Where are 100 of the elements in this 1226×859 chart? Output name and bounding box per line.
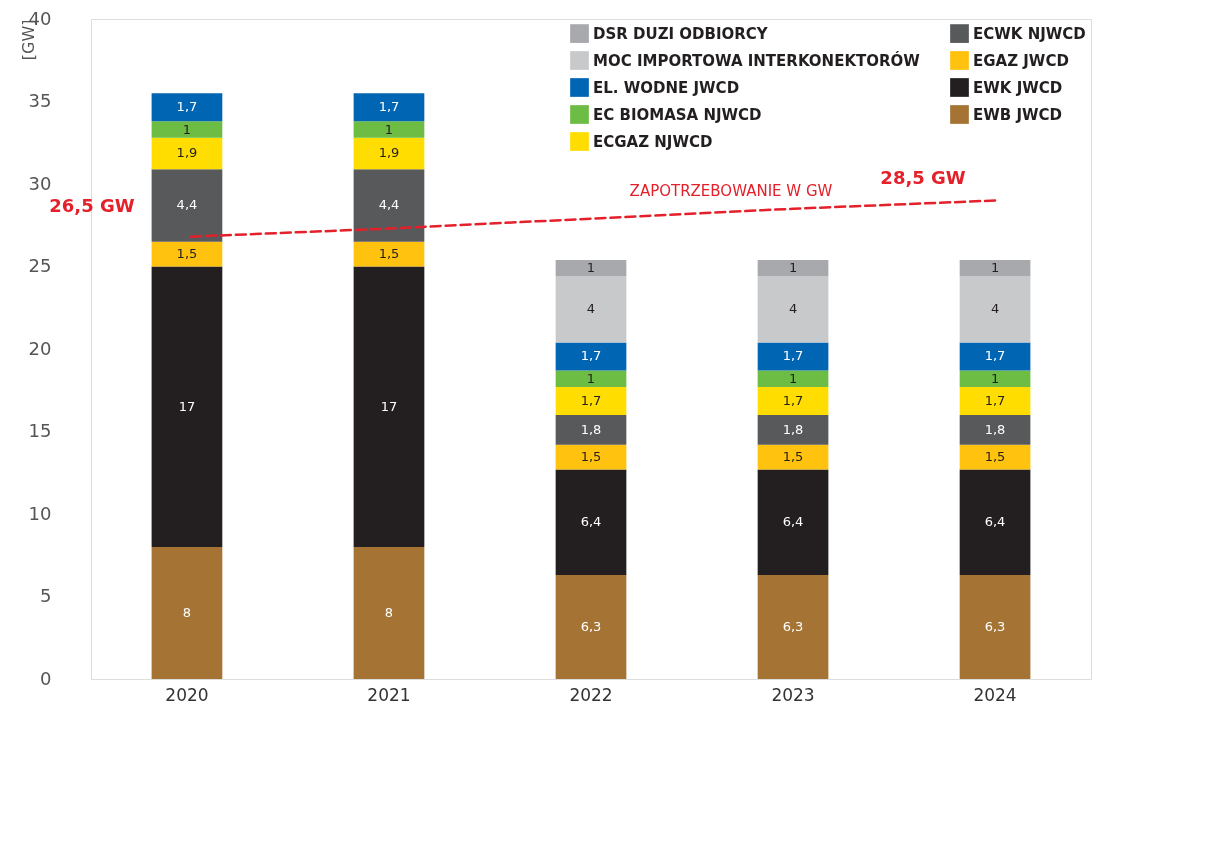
data-label: 17: [380, 398, 398, 414]
data-label: 1,8: [984, 421, 1006, 437]
bar: [959, 444, 1031, 470]
data-label: 1,5: [176, 246, 198, 262]
data-label: 1,8: [782, 421, 804, 437]
y-tick-label: 0: [40, 667, 52, 689]
legend-label: ECGAZ NJWCD: [593, 132, 713, 151]
bar: [757, 259, 829, 277]
data-label: 6,4: [782, 514, 804, 530]
bar: [151, 93, 223, 122]
bar: [757, 276, 829, 343]
legend-label: EWB JWCD: [973, 105, 1063, 124]
data-label: 6,4: [580, 514, 602, 530]
legend-label: DSR DUZI ODBIORCY: [593, 24, 769, 43]
bar: [151, 241, 223, 267]
bar: [353, 93, 425, 122]
data-label: 1,8: [580, 421, 602, 437]
data-label: 8: [182, 605, 192, 620]
data-label: 1,7: [580, 392, 602, 408]
data-label: 1,9: [176, 145, 198, 161]
data-label: 1,7: [782, 348, 804, 364]
y-tick-label: 5: [40, 585, 52, 606]
bar: [555, 370, 627, 387]
x-tick-label: 2024: [973, 684, 1017, 705]
bar: [555, 276, 627, 343]
x-tick-label: 2023: [771, 684, 815, 705]
series-label: ZAPOTRZEBOWANIE W GW: [629, 181, 833, 200]
bar: [353, 547, 425, 679]
bar: [555, 575, 627, 679]
data-label: 8: [384, 605, 394, 620]
data-label: 1,7: [176, 99, 198, 115]
data-label: 1,5: [782, 449, 804, 465]
legend-label: MOC IMPORTOWA INTERKONEKTORÓW: [593, 50, 921, 70]
data-label: 4: [990, 301, 1000, 317]
legend-label: ECWK NJWCD: [973, 24, 1086, 43]
y-tick-label: 35: [28, 90, 52, 111]
legend-label: EWK JWCD: [973, 78, 1063, 97]
data-label: 6,3: [580, 619, 602, 635]
data-label: 1: [384, 121, 394, 137]
data-label: 1: [586, 260, 596, 276]
bar: [151, 266, 223, 547]
bar: [151, 547, 223, 679]
bar: [959, 276, 1031, 343]
bar: [757, 370, 829, 387]
bar: [959, 575, 1031, 679]
y-tick-label: 20: [28, 337, 52, 359]
bar: [353, 169, 425, 242]
legend-label: EGAZ JWCD: [973, 51, 1069, 70]
bar: [151, 169, 223, 242]
data-label: 4: [586, 301, 596, 317]
bar: [959, 386, 1031, 415]
data-label: 1: [182, 121, 192, 137]
data-label: 1,5: [378, 246, 400, 262]
bar: [151, 121, 223, 138]
bar: [555, 469, 627, 576]
data-label: 1,7: [782, 392, 804, 408]
bar: [555, 444, 627, 470]
y-tick-label: 10: [28, 502, 52, 524]
data-label: 1: [990, 370, 1000, 386]
data-label: 1: [788, 260, 798, 276]
bar: [959, 370, 1031, 387]
data-label: 4,4: [176, 197, 198, 213]
bar: [555, 342, 627, 371]
data-label: 1,7: [378, 99, 400, 115]
bar: [353, 241, 425, 267]
annotation: 28,5 GW: [880, 166, 966, 188]
data-label: 1,7: [984, 348, 1006, 364]
y-tick-label: 30: [28, 172, 52, 194]
y-tick-label: 15: [28, 420, 52, 441]
data-label: 1: [788, 370, 798, 386]
bar: [151, 137, 223, 170]
bar: [959, 259, 1031, 277]
data-label: 1,5: [580, 449, 602, 465]
bar: [555, 415, 627, 445]
data-label: 1,7: [580, 348, 602, 364]
x-tick-label: 2021: [367, 684, 411, 705]
x-tick-label: 2020: [165, 684, 209, 705]
data-label: 4: [788, 301, 798, 317]
legend-label: EL. WODNE JWCD: [593, 78, 740, 97]
data-label: 1: [990, 260, 1000, 276]
bar: [757, 444, 829, 470]
data-label: 1,5: [984, 449, 1006, 465]
data-label: 6,4: [984, 514, 1006, 530]
bar: [353, 137, 425, 170]
bar: [959, 469, 1031, 576]
bar: [757, 469, 829, 576]
bar: [757, 342, 829, 371]
bar: [757, 386, 829, 415]
data-label: 6,3: [984, 619, 1006, 635]
bar: [353, 266, 425, 547]
legend-label: EC BIOMASA NJWCD: [593, 105, 762, 124]
bar: [353, 121, 425, 138]
bar: [555, 259, 627, 277]
bar: [757, 575, 829, 679]
bar: [757, 415, 829, 445]
x-tick-label: 2022: [569, 684, 613, 705]
bar: [555, 386, 627, 415]
data-label: 1,7: [984, 392, 1006, 408]
data-label: 1,9: [378, 145, 400, 161]
data-label: 1: [586, 370, 596, 386]
